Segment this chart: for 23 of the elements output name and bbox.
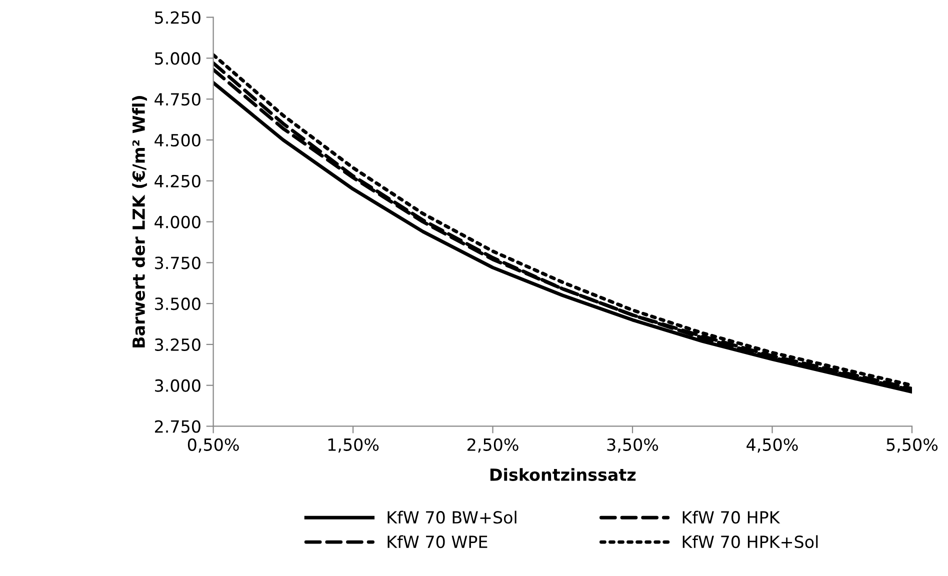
legend-label: KfW 70 HPK xyxy=(682,510,780,524)
x-axis-title: Diskontzinssatz xyxy=(490,468,636,481)
legend-label: KfW 70 BW+Sol xyxy=(388,510,516,524)
legend-label: KfW 70 WPE xyxy=(388,535,488,548)
y-tick-label: 4.000 xyxy=(154,216,200,228)
x-tick-label: 2,50% xyxy=(468,438,518,453)
x-tick-label: 5,50% xyxy=(886,438,938,453)
y-tick-label: 2.750 xyxy=(155,420,200,433)
y-tick-label: 3.000 xyxy=(155,379,200,392)
y-axis-title: Barwert der LZK (€/m² Wfl) xyxy=(132,96,147,348)
y-tick-label: 4.500 xyxy=(154,134,200,147)
y-tick-label: 3.250 xyxy=(155,338,200,352)
x-tick-label: 1,50% xyxy=(328,438,379,453)
y-tick-label: 4.750 xyxy=(154,93,200,106)
y-tick-label: 3.750 xyxy=(155,256,200,270)
x-tick-label: 4,50% xyxy=(746,438,798,453)
x-tick-label: 0,50% xyxy=(188,438,239,453)
y-tick-label: 4.250 xyxy=(154,174,200,188)
legend-label: KfW 70 HPK+Sol xyxy=(682,535,818,548)
y-tick-label: 3.500 xyxy=(155,298,200,310)
y-tick-label: 5.000 xyxy=(155,52,200,65)
y-tick-label: 5.250 xyxy=(155,11,200,24)
x-tick-label: 3,50% xyxy=(607,438,658,453)
